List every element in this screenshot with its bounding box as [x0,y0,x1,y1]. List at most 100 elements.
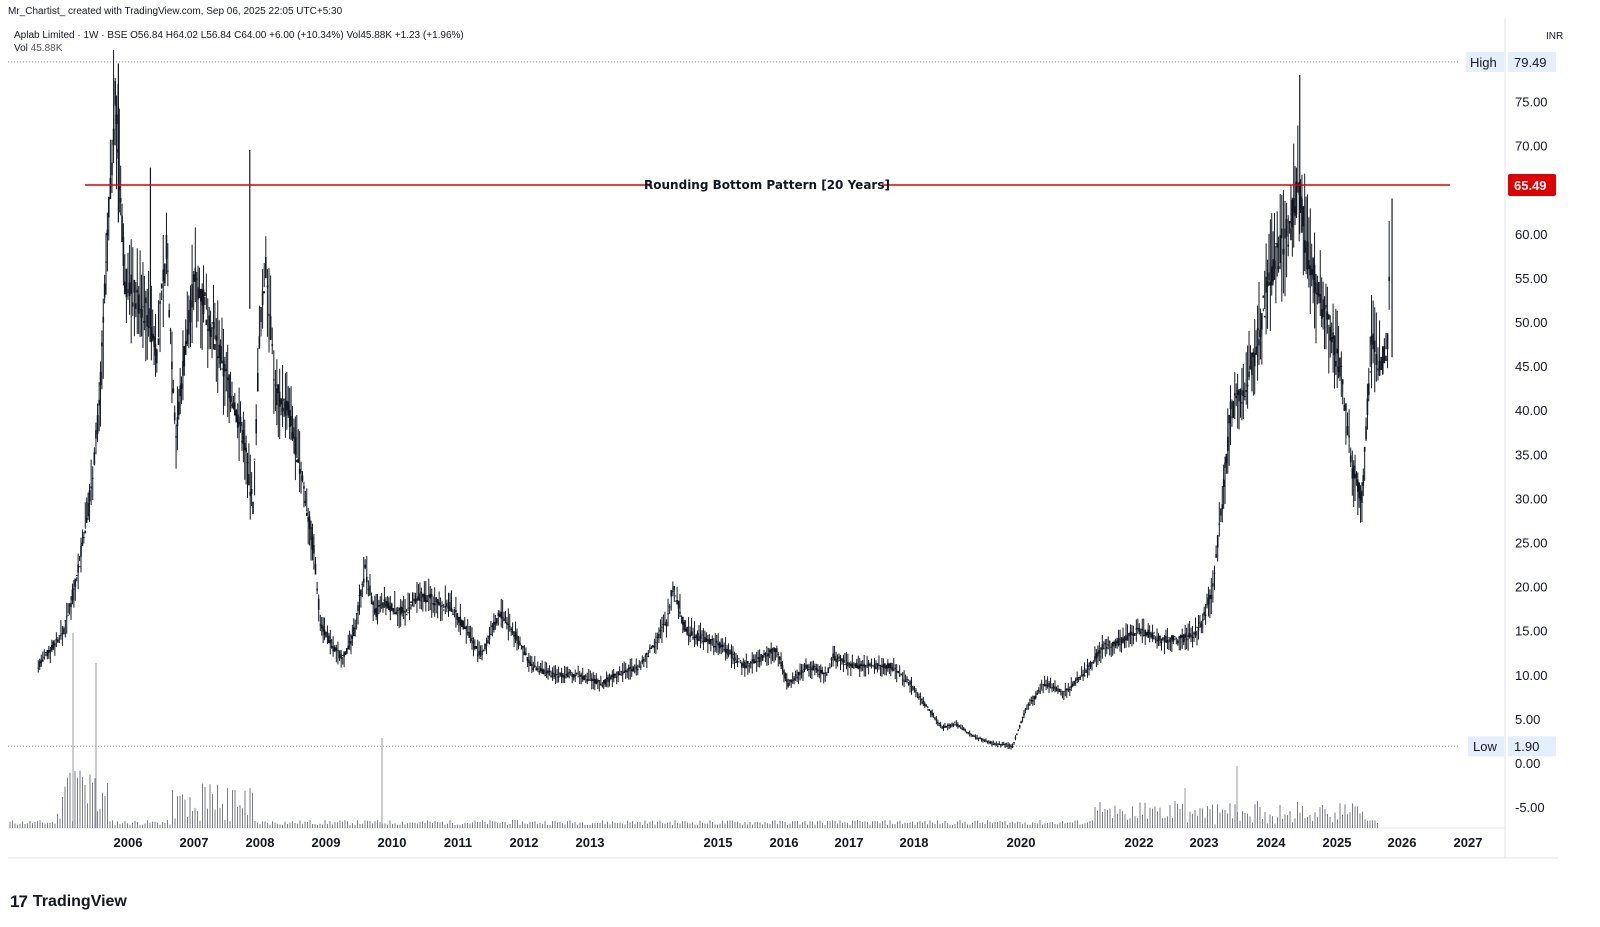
candle-body [682,616,684,625]
candle-body [1330,337,1333,343]
candle-body [618,673,621,676]
candle-body [827,667,830,674]
candle-body [1386,333,1389,350]
candle-body [644,655,647,657]
candle-body [1033,696,1036,700]
candle-body [1213,572,1216,574]
candle-body [1378,360,1381,376]
candle-body [283,398,285,401]
candle-body [1340,365,1343,367]
candle-body [1184,633,1186,638]
candle-body [246,462,249,464]
candle-body [167,270,169,272]
candle-body [146,315,149,327]
candle-body [829,667,831,669]
candle-body [1291,199,1294,228]
candle-body [311,536,314,550]
candle-body [710,639,712,645]
candle-body [498,613,501,618]
candle-body [396,610,399,612]
candle-body [446,602,448,607]
candle-body [766,655,768,657]
candle-body [870,664,873,666]
candle-body [455,609,457,613]
candle-body [378,605,380,607]
candle-body [1284,228,1286,239]
candle-body [1242,390,1245,397]
candle-body [1151,632,1154,640]
candle-body [157,338,160,346]
y-tick-label: 45.00 [1515,359,1548,374]
candle-body [361,584,364,586]
candle-body [471,637,473,639]
candle-body [607,677,609,682]
candle-body [712,646,715,648]
candle-body [653,645,656,647]
candle-body [641,659,644,663]
candle-body [1020,721,1022,724]
candle-body [1168,637,1170,639]
ohlc-values: O56.84 H64.02 L56.84 C64.00 +6.00 (+10.3… [130,30,344,41]
candle-body [1007,744,1009,746]
candle-body [1111,641,1114,647]
x-tick-label: 2008 [246,835,275,850]
candle-body [1193,632,1195,635]
candle-body [43,657,46,659]
candle-body [209,324,212,337]
candle-body [612,673,615,679]
candle-body [102,316,105,323]
candle-body [735,661,737,663]
candle-body [797,671,800,676]
candle-body [1107,644,1110,646]
candle-body [55,638,58,640]
candle-body [841,658,843,661]
vol-label[interactable]: Vol [14,43,28,54]
candle-body [1092,661,1095,664]
candle-body [672,590,674,592]
candle-body [955,724,958,726]
candle-body [770,648,772,654]
candle-body [507,623,510,625]
candle-body [320,624,323,628]
y-tick-label: 40.00 [1515,403,1548,418]
candle-body [479,657,482,659]
candle-body [322,626,324,632]
candle-body [286,400,288,411]
candle-body [139,308,141,310]
candle-body [1105,647,1108,649]
candle-body [677,600,680,609]
candle-body [67,614,69,616]
candle-body [748,665,751,667]
candle-body [1063,691,1065,693]
x-tick-label: 2026 [1388,835,1417,850]
candle-body [838,656,840,659]
candle-body [556,673,558,675]
candle-body [1309,265,1312,276]
candle-body [189,300,192,323]
candle-body [569,671,572,673]
candle-body [1122,638,1124,643]
candle-body [123,281,126,295]
candle-body [188,309,190,335]
candle-body [1013,742,1015,744]
candle-body [304,500,307,504]
candle-body [736,660,739,663]
candle-body [508,625,511,627]
candle-body [1218,523,1221,525]
candle-body [411,605,414,607]
candle-body [497,613,500,616]
candle-body [1328,314,1330,320]
candle-body [147,326,150,328]
currency-label[interactable]: INR [1546,31,1564,42]
candle-body [602,680,605,684]
candle-body [754,661,756,664]
symbol-title[interactable]: Aplab Limited · 1W · BSE [14,30,128,41]
candle-body [980,738,983,740]
candle-body [996,743,999,745]
candle-body [757,657,759,659]
candle-body [1255,346,1257,355]
candle-body [491,625,494,627]
candle-body [1058,688,1061,693]
candle-body [1249,365,1252,370]
